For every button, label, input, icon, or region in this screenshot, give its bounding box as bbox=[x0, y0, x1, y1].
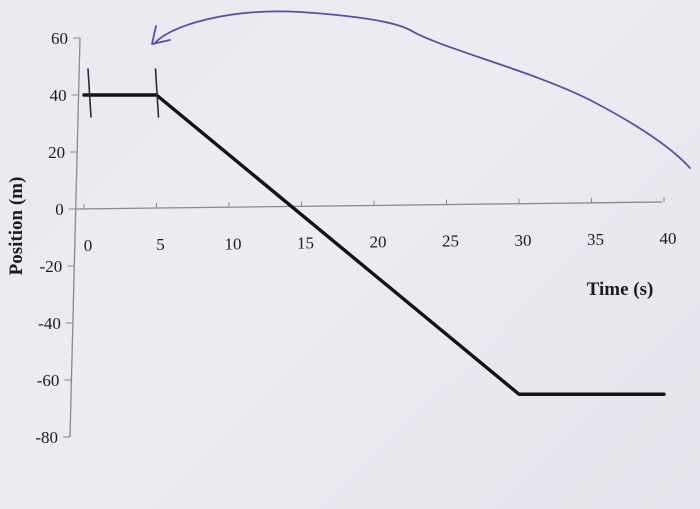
x-axis-line bbox=[75, 201, 663, 210]
series-line bbox=[82, 93, 666, 396]
annotations-layer bbox=[87, 10, 691, 169]
y-tick-label: -60 bbox=[37, 371, 60, 390]
x-tick-label: 40 bbox=[660, 229, 677, 248]
x-tick-label: 35 bbox=[587, 230, 604, 249]
tick-marks bbox=[63, 37, 665, 438]
tick-labels: 60 40 20 0 -20 -40 -60 -80 0 5 10 15 20 25 30 35 40 bbox=[35, 29, 676, 447]
y-tick-label: 0 bbox=[55, 200, 64, 219]
x-tick-label: 15 bbox=[297, 233, 314, 252]
y-axis-line bbox=[69, 37, 81, 438]
y-tick-label: 60 bbox=[51, 29, 68, 48]
y-axis-title: Position (m) bbox=[6, 177, 27, 276]
axes bbox=[69, 37, 663, 438]
x-tick-label: 20 bbox=[370, 233, 387, 252]
series-layer bbox=[82, 93, 666, 396]
y-tick-label: -40 bbox=[38, 314, 61, 333]
y-tick-label: 40 bbox=[50, 86, 67, 105]
x-tick-label: 10 bbox=[225, 234, 242, 253]
y-tick-label: 20 bbox=[48, 143, 65, 162]
y-tick-label: -20 bbox=[40, 257, 63, 276]
x-tick-label: 0 bbox=[84, 236, 93, 255]
hand-tick-mark bbox=[87, 68, 92, 118]
x-axis-title: Time (s) bbox=[587, 279, 654, 300]
x-tick-label: 30 bbox=[515, 231, 532, 250]
arrowhead-icon bbox=[151, 25, 171, 45]
hand-tick-mark bbox=[154, 68, 160, 118]
x-tick-label: 5 bbox=[156, 235, 165, 254]
x-tick-label: 25 bbox=[442, 232, 459, 251]
y-tick-label: -80 bbox=[35, 428, 58, 447]
hand-drawn-arrow bbox=[153, 10, 691, 169]
